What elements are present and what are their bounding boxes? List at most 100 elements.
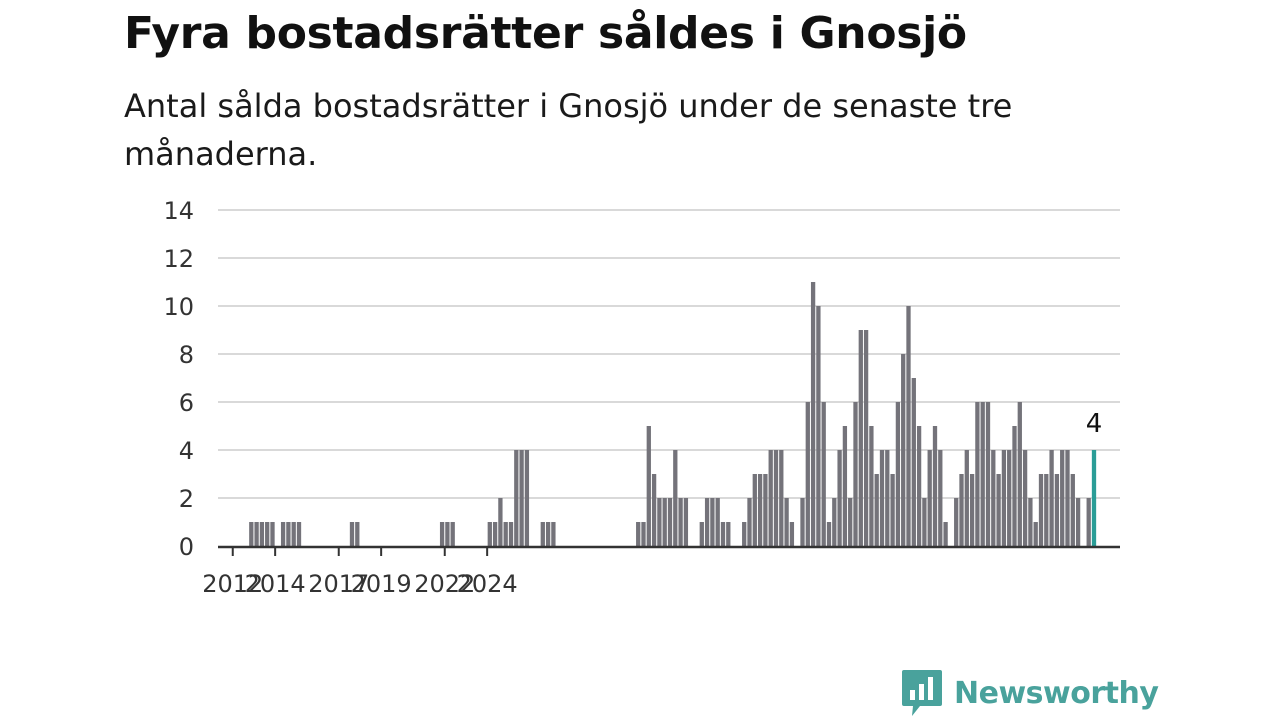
bar [657, 498, 662, 546]
bar [259, 522, 265, 546]
bar [969, 474, 975, 546]
bar [911, 378, 916, 546]
chart-title: Fyra bostadsrätter såldes i Gnosjö [124, 8, 967, 59]
bar [514, 450, 519, 546]
x-tick-label: 2014 [245, 570, 306, 598]
y-tick-label: 8 [179, 341, 194, 369]
bar [540, 522, 545, 546]
bar [683, 498, 689, 546]
bar [763, 474, 768, 546]
bar [906, 306, 911, 546]
bar [1075, 498, 1081, 546]
bar [938, 450, 943, 546]
bar [800, 498, 805, 546]
bar [667, 498, 673, 546]
bar [1044, 474, 1049, 546]
bar [492, 522, 498, 546]
bar [254, 522, 259, 546]
bar [720, 522, 726, 546]
bar [954, 498, 959, 546]
bar [879, 450, 885, 546]
bar [508, 522, 514, 546]
brand-name: Newsworthy [954, 675, 1159, 711]
bar [832, 498, 837, 546]
bar [916, 426, 922, 546]
bar [487, 522, 492, 546]
bar [296, 522, 302, 546]
bar [959, 474, 964, 546]
bar [445, 522, 450, 546]
bar [1086, 498, 1091, 546]
bar-latest [1091, 450, 1097, 546]
bar-chart-speech-bubble-icon [902, 670, 942, 716]
bar [450, 522, 455, 546]
bar [1060, 450, 1065, 546]
bar [726, 522, 731, 546]
bar [895, 402, 901, 546]
bar [662, 498, 667, 546]
bar [779, 450, 784, 546]
bar [699, 522, 704, 546]
bar [1065, 450, 1070, 546]
bar [901, 354, 906, 546]
latest-value-label: 4 [1086, 409, 1103, 439]
y-tick-label: 2 [179, 485, 194, 513]
bar [842, 426, 848, 546]
bar [270, 522, 275, 546]
bar [805, 402, 810, 546]
bar [249, 522, 254, 546]
bar [503, 522, 508, 546]
bar [768, 450, 773, 546]
x-tick-label: 2022 [414, 570, 475, 598]
bar [1070, 474, 1075, 546]
bar [943, 522, 948, 546]
bar [545, 522, 551, 546]
bar [890, 474, 895, 546]
bar [927, 450, 932, 546]
bar [858, 330, 863, 546]
bar [498, 498, 503, 546]
bar [869, 426, 874, 546]
bar [439, 522, 445, 546]
y-tick-label: 14 [163, 197, 194, 225]
bar [1001, 450, 1007, 546]
bar [742, 522, 747, 546]
bar [551, 522, 556, 546]
bar [678, 498, 683, 546]
bar [874, 474, 879, 546]
bar [826, 522, 832, 546]
bar [1007, 450, 1012, 546]
bar [715, 498, 720, 546]
y-tick-label: 6 [179, 389, 194, 417]
bar [524, 450, 530, 546]
bar [784, 498, 789, 546]
bar [980, 402, 985, 546]
bar [641, 522, 646, 546]
bar [1012, 426, 1017, 546]
bar [964, 450, 969, 546]
bar [291, 522, 296, 546]
bar [885, 450, 890, 546]
bar [757, 474, 763, 546]
bar [636, 522, 641, 546]
bar [985, 402, 991, 546]
y-tick-label: 0 [179, 533, 194, 561]
bar [816, 306, 821, 546]
bar [1033, 522, 1038, 546]
bar [519, 450, 524, 546]
y-tick-label: 12 [163, 245, 194, 273]
newsworthy-logo: Newsworthy [900, 668, 1159, 718]
chart-subtitle: Antal sålda bostadsrätter i Gnosjö under… [124, 87, 1013, 173]
bar [773, 450, 779, 546]
bar [265, 522, 270, 546]
y-tick-label: 10 [163, 293, 194, 321]
bar [848, 498, 853, 546]
bar [752, 474, 757, 546]
bar [932, 426, 938, 546]
bar [996, 474, 1001, 546]
bar [280, 522, 286, 546]
bar [1049, 450, 1054, 546]
bar [1038, 474, 1044, 546]
bar [1022, 450, 1028, 546]
